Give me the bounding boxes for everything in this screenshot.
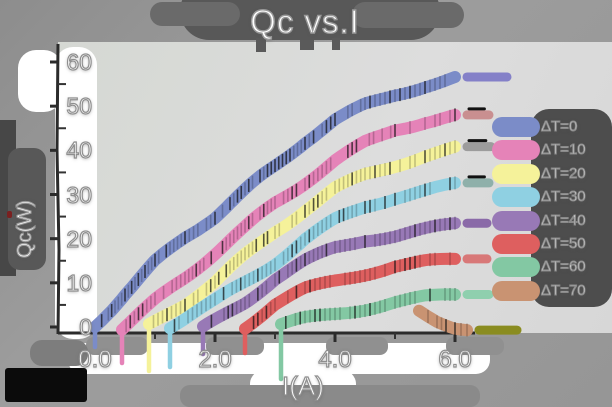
y-tick-glow (55, 47, 97, 339)
legend-swatch (492, 210, 540, 231)
legend-label: ΔT=0 (540, 118, 578, 136)
title-backdrop-right (352, 2, 464, 28)
x-tick-shadow (446, 337, 504, 355)
legend-swatch (492, 163, 540, 184)
legend-label: ΔT=50 (541, 235, 587, 253)
legend-swatch (492, 187, 540, 208)
y-tick-label: 60 (66, 48, 93, 75)
y-tick-label: 40 (66, 137, 93, 164)
legend-swatch (492, 234, 540, 254)
title-drip (256, 38, 266, 52)
x-tick-label: 2.0 (198, 345, 233, 373)
x-axis-label: I(A) (281, 370, 324, 401)
series-line-ΔT=30 (164, 176, 461, 335)
series-line-ΔT=70 (413, 304, 473, 337)
x-tick-shadow (86, 337, 148, 355)
black-rect (5, 368, 87, 402)
legend-backdrop (531, 109, 612, 307)
corner-shadow (30, 340, 88, 366)
x-tick-shadow (326, 337, 388, 355)
y-tick-label: 50 (66, 93, 93, 120)
y-axis-spine (55, 43, 61, 335)
x-tick-label: 6.0 (438, 345, 473, 373)
x-tick-shadow (206, 337, 264, 355)
y-axis-label: Qc(W) (13, 200, 36, 259)
legend-label: ΔT=60 (541, 258, 587, 276)
chart-title: Qc vs.I (249, 2, 360, 40)
ylabel-backdrop (8, 148, 46, 270)
y-tick-label: 30 (66, 181, 93, 208)
legend-label: ΔT=70 (541, 281, 587, 299)
legend-label: ΔT=10 (541, 141, 587, 159)
legend-swatch (492, 257, 540, 278)
legend-swatch (492, 117, 540, 137)
y-tick-glow-upper (18, 50, 62, 112)
x-tick-label: 0.0 (78, 345, 113, 373)
legend-label: ΔT=20 (541, 164, 587, 182)
legend-label: ΔT=30 (541, 188, 587, 206)
y-tick-label: 20 (66, 225, 93, 252)
title-drip (300, 40, 314, 50)
title-backdrop-left (150, 2, 240, 26)
title-drip (332, 38, 340, 50)
red-speck (7, 211, 12, 218)
bottom-shadow (180, 385, 480, 407)
y-tick-label: 0 (79, 313, 93, 340)
x-tick-label: 4.0 (318, 345, 353, 373)
legend-swatch (492, 140, 540, 161)
y-tick-label: 10 (66, 269, 93, 296)
legend-swatch (492, 280, 540, 301)
series-line-ΔT=60 (275, 288, 461, 331)
legend-label: ΔT=40 (541, 211, 587, 229)
